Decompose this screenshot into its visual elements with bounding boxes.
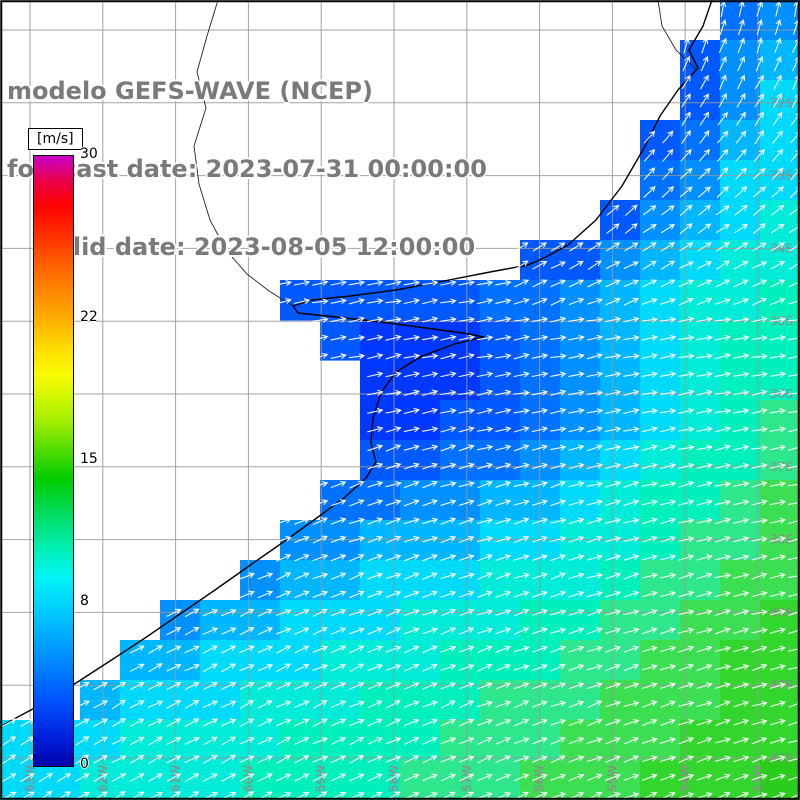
lon-label: 62W <box>96 765 110 792</box>
colorbar-tick-label: 30 <box>80 146 98 162</box>
lon-label: 59W <box>314 765 328 792</box>
lat-label: 32S <box>770 96 793 110</box>
lat-label: 38S <box>770 533 793 547</box>
colorbar-tick-label: 22 <box>80 308 98 325</box>
lon-label: 60W <box>241 765 255 792</box>
colorbar-unit-label: [m/s] <box>28 128 83 150</box>
colorbar-gradient <box>33 155 74 767</box>
lat-label: 33S <box>770 169 793 183</box>
colorbar-tick-label: 8 <box>80 593 89 610</box>
coastline <box>0 0 713 728</box>
lon-label: 63W <box>23 765 37 792</box>
lat-label: 34S <box>770 241 793 255</box>
lon-label: 58W <box>387 765 401 792</box>
forecast-date-label: forecast date: 2023-07-31 00:00:00 <box>7 155 487 183</box>
colorbar-tick-label: 0 <box>80 756 89 772</box>
colorbar-tick-label: 15 <box>80 451 98 467</box>
lon-label: 57W <box>460 765 474 792</box>
lon-label: 56W <box>533 765 547 792</box>
lon-label: 61W <box>169 765 183 792</box>
border-line <box>657 0 698 71</box>
model-title: modelo GEFS-WAVE (NCEP) <box>7 77 373 105</box>
border-line <box>193 0 294 307</box>
title-block: modelo GEFS-WAVE (NCEP) forecast date: 2… <box>7 26 487 312</box>
valid-date-label: valid date: 2023-08-05 12:00:00 <box>41 233 476 261</box>
lat-label: 37S <box>770 460 793 474</box>
